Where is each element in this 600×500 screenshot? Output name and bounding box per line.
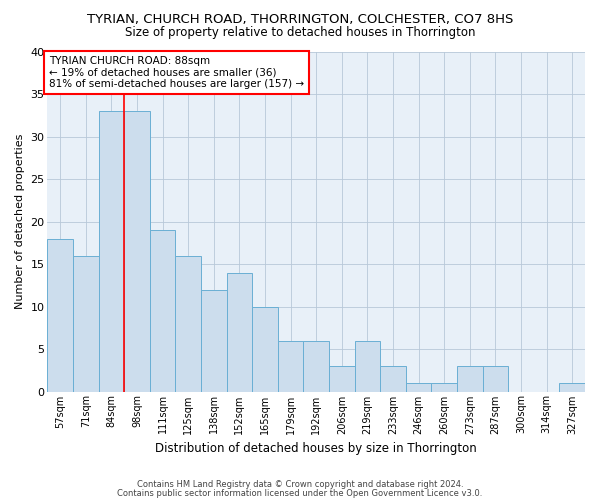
Bar [380, 366, 406, 392]
Text: Contains public sector information licensed under the Open Government Licence v3: Contains public sector information licen… [118, 488, 482, 498]
Bar [47, 238, 73, 392]
Bar [124, 111, 150, 392]
X-axis label: Distribution of detached houses by size in Thorrington: Distribution of detached houses by size … [155, 442, 477, 455]
Bar [457, 366, 482, 392]
Bar [150, 230, 175, 392]
Text: Contains HM Land Registry data © Crown copyright and database right 2024.: Contains HM Land Registry data © Crown c… [137, 480, 463, 489]
Bar [252, 306, 278, 392]
Bar [98, 111, 124, 392]
Bar [482, 366, 508, 392]
Text: TYRIAN, CHURCH ROAD, THORRINGTON, COLCHESTER, CO7 8HS: TYRIAN, CHURCH ROAD, THORRINGTON, COLCHE… [87, 12, 513, 26]
Bar [278, 340, 304, 392]
Text: TYRIAN CHURCH ROAD: 88sqm
← 19% of detached houses are smaller (36)
81% of semi-: TYRIAN CHURCH ROAD: 88sqm ← 19% of detac… [49, 56, 304, 89]
Y-axis label: Number of detached properties: Number of detached properties [15, 134, 25, 309]
Bar [227, 272, 252, 392]
Bar [406, 383, 431, 392]
Bar [175, 256, 201, 392]
Bar [304, 340, 329, 392]
Bar [329, 366, 355, 392]
Bar [201, 290, 227, 392]
Bar [559, 383, 585, 392]
Bar [355, 340, 380, 392]
Bar [73, 256, 98, 392]
Bar [431, 383, 457, 392]
Text: Size of property relative to detached houses in Thorrington: Size of property relative to detached ho… [125, 26, 475, 39]
